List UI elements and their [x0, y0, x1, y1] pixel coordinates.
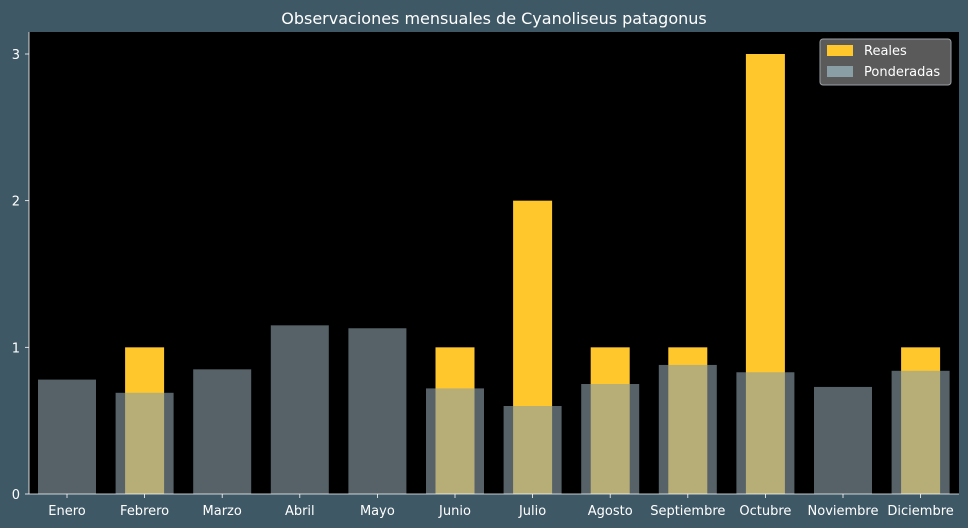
bar-ponderadas-agosto	[581, 384, 640, 494]
bar-ponderadas-septiembre	[658, 364, 717, 494]
bar-ponderadas-diciembre	[891, 370, 950, 494]
x-tick-label: Agosto	[588, 504, 633, 519]
x-tick-label: Mayo	[360, 504, 395, 519]
bar-ponderadas-noviembre	[814, 386, 872, 494]
legend-swatch-ponderadas	[827, 66, 853, 77]
legend: Reales Ponderadas	[819, 38, 952, 86]
bar-ponderadas-febrero	[115, 392, 174, 494]
x-tick-label: Junio	[438, 504, 471, 519]
x-tick-label: Noviembre	[808, 504, 879, 519]
x-tick-label: Abril	[285, 504, 315, 519]
y-tick-label: 2	[12, 195, 20, 210]
chart-title: Observaciones mensuales de Cyanoliseus p…	[281, 9, 706, 28]
bar-ponderadas-abril	[270, 325, 329, 494]
legend-label-ponderadas: Ponderadas	[864, 65, 940, 80]
y-tick-label: 1	[12, 341, 20, 356]
x-tick-label: Octubre	[739, 504, 791, 519]
plot-area	[29, 32, 959, 494]
bar-ponderadas-enero	[38, 379, 96, 494]
bar-ponderadas-mayo	[348, 328, 407, 494]
x-tick-label: Febrero	[120, 504, 169, 519]
bar-ponderadas-marzo	[193, 369, 252, 494]
bar-ponderadas-junio	[426, 388, 484, 494]
bars-layer	[38, 54, 950, 494]
y-tick-label: 3	[12, 48, 20, 63]
x-tick-label: Diciembre	[887, 504, 953, 519]
y-tick-label: 0	[12, 488, 20, 503]
x-tick-label: Marzo	[203, 504, 242, 519]
bar-ponderadas-octubre	[736, 372, 795, 494]
x-tick-label: Enero	[48, 504, 86, 519]
x-tick-label: Septiembre	[650, 504, 725, 519]
legend-swatch-reales	[827, 45, 853, 56]
x-tick-label: Julio	[518, 504, 546, 519]
legend-label-reales: Reales	[864, 44, 907, 59]
axis-layer: 0 1 2 3 Enero Febrero Marzo Abril Mayo Junio Julio…	[12, 32, 959, 519]
bar-ponderadas-julio	[503, 406, 562, 494]
